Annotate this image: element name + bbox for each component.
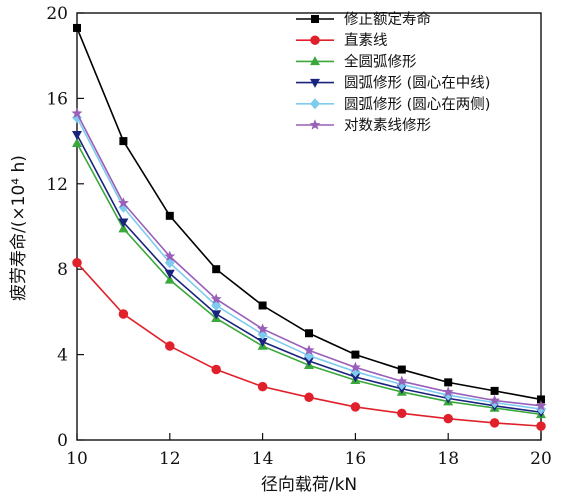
y-tick-label: 12 [46,175,68,195]
legend-marker [311,15,319,23]
data-point [303,344,315,355]
data-point [537,395,545,404]
data-point [444,378,453,387]
data-point [72,137,82,147]
data-point [119,137,128,146]
data-point [118,218,129,228]
x-tick-label: 10 [66,449,88,469]
data-point [164,269,175,279]
data-point [72,130,82,140]
data-point [165,211,174,220]
data-point [489,394,501,406]
legend-marker [310,98,320,110]
data-point [397,365,406,374]
series-5 [72,112,546,415]
legend-entry: 直素线 [296,32,388,49]
data-point [489,418,500,428]
data-point [212,265,221,274]
legend-label: 修正额定寿命 [344,10,431,28]
data-point [442,386,454,397]
data-point [351,350,360,359]
legend-entry: 圆弧修形 (圆心在中线) [296,75,490,92]
legend-marker [310,78,320,88]
data-point [164,274,175,284]
series-2 [72,258,546,431]
legend-label: 直素线 [344,32,388,49]
series-layer [71,23,547,431]
data-point [211,310,222,320]
series-line [76,134,542,414]
data-point [257,323,269,334]
legend-entry: 全圆弧修形 [296,52,417,70]
legend-entry: 对数素线修形 [296,117,431,134]
legend-label: 圆弧修形 (圆心在中线) [344,75,490,92]
y-tick-label: 16 [46,89,68,109]
data-point [210,293,222,304]
data-point [350,402,361,412]
series-1 [73,23,545,404]
series-3 [72,137,546,419]
data-point [443,413,453,424]
data-point [397,408,407,419]
x-tick-label: 14 [252,449,274,469]
legend-marker [310,35,320,45]
data-point [211,364,221,375]
legend-label: 全圆弧修形 [344,52,417,70]
y-tick-label: 0 [57,431,68,451]
legend-entry: 圆弧修形 (圆心在两侧) [296,96,490,113]
axis-ticks: 10 12 14 16 18 20 0 4 8 12 16 20 [46,4,551,469]
data-point [396,375,408,386]
x-tick-label: 12 [159,449,181,469]
data-point [257,381,268,392]
data-point [304,392,314,403]
y-tick-label: 8 [57,260,68,280]
data-point [118,309,129,319]
legend-marker [309,119,321,130]
data-point [165,341,175,351]
data-point [71,107,83,118]
x-tick-label: 18 [437,449,459,469]
data-point [258,301,267,310]
y-tick-label: 20 [46,4,68,24]
legend-label: 圆弧修形 (圆心在两侧) [344,96,490,113]
x-tick-label: 16 [345,449,367,469]
legend-marker [310,56,320,66]
x-tick-label: 20 [530,449,552,469]
y-axis-title: 疲劳寿命/(×10⁴ h) [9,155,29,301]
data-point [117,197,129,208]
data-point [164,250,176,262]
data-point [118,223,129,233]
data-point [490,386,499,395]
data-point [72,258,82,268]
data-point [535,400,547,411]
y-tick-label: 4 [57,346,68,366]
data-point [349,361,361,373]
data-point [305,329,313,338]
plot-frame [76,12,542,441]
data-point [73,23,81,32]
legend-label: 对数素线修形 [344,117,431,134]
series-6 [71,107,547,411]
data-point [350,373,361,383]
series-line [76,142,542,416]
legend-entry: 修正额定寿命 [296,10,431,28]
x-axis-title: 径向载荷/kN [261,475,357,495]
data-point [304,357,314,367]
data-point [257,338,268,348]
data-point [536,421,546,431]
